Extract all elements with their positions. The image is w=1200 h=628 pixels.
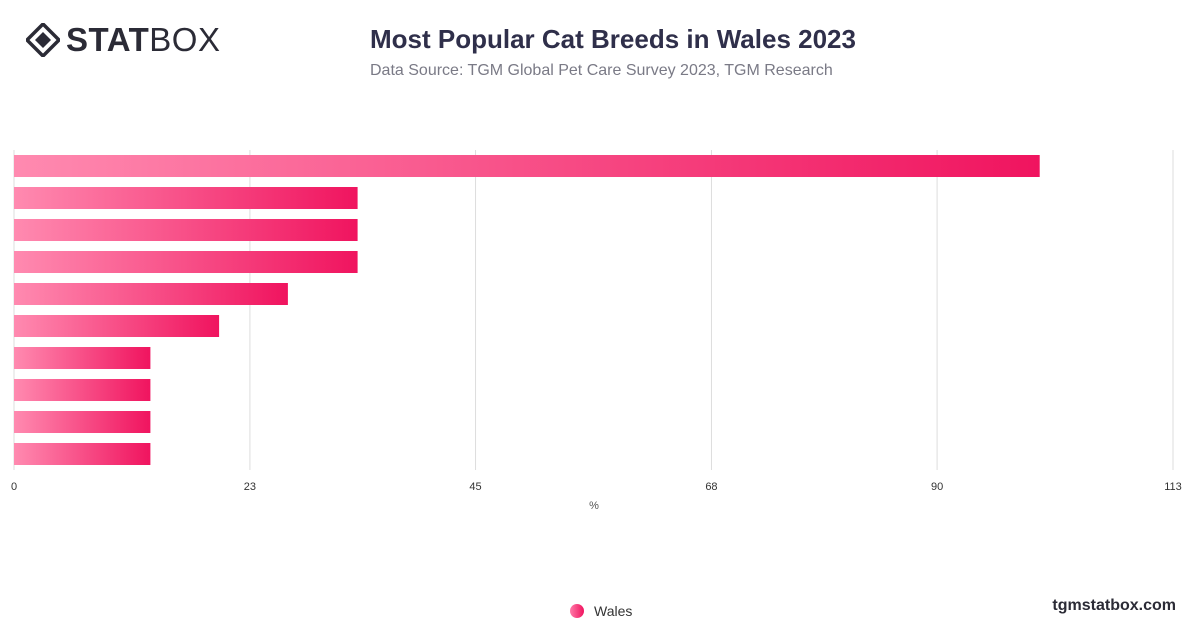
logo-text-light: BOX: [149, 21, 221, 58]
bar[interactable]: [14, 219, 358, 241]
bars: [14, 155, 1040, 465]
x-tick-label: 45: [469, 481, 481, 493]
legend-marker-icon: [570, 604, 584, 618]
x-tick-label: 68: [705, 481, 717, 493]
bar[interactable]: [14, 443, 151, 465]
x-axis-label: %: [589, 500, 599, 512]
bar[interactable]: [14, 315, 220, 337]
bar[interactable]: [14, 411, 151, 433]
legend[interactable]: Wales: [570, 602, 632, 620]
watermark: tgmstatbox.com: [1052, 597, 1176, 614]
bar[interactable]: [14, 187, 358, 209]
bar[interactable]: [14, 155, 1040, 177]
x-tick-label: 23: [244, 481, 256, 493]
x-axis-ticks: 0 23 45 68 90 113: [11, 481, 1182, 493]
statbox-diamond-icon: [26, 23, 60, 57]
chart-title: Most Popular Cat Breeds in Wales 2023: [370, 24, 856, 54]
legend-label: Wales: [594, 603, 633, 619]
bar[interactable]: [14, 251, 358, 273]
chart-subtitle: Data Source: TGM Global Pet Care Survey …: [370, 62, 833, 79]
logo-text-bold: STAT: [66, 21, 150, 58]
x-tick-label: 90: [931, 481, 943, 493]
bar[interactable]: [14, 379, 151, 401]
statbox-logo: STATBOX: [26, 22, 220, 58]
logo-text: STATBOX: [66, 22, 220, 58]
bar[interactable]: [14, 347, 151, 369]
x-tick-label: 113: [1164, 481, 1182, 493]
bar[interactable]: [14, 283, 288, 305]
x-tick-label: 0: [11, 481, 17, 493]
